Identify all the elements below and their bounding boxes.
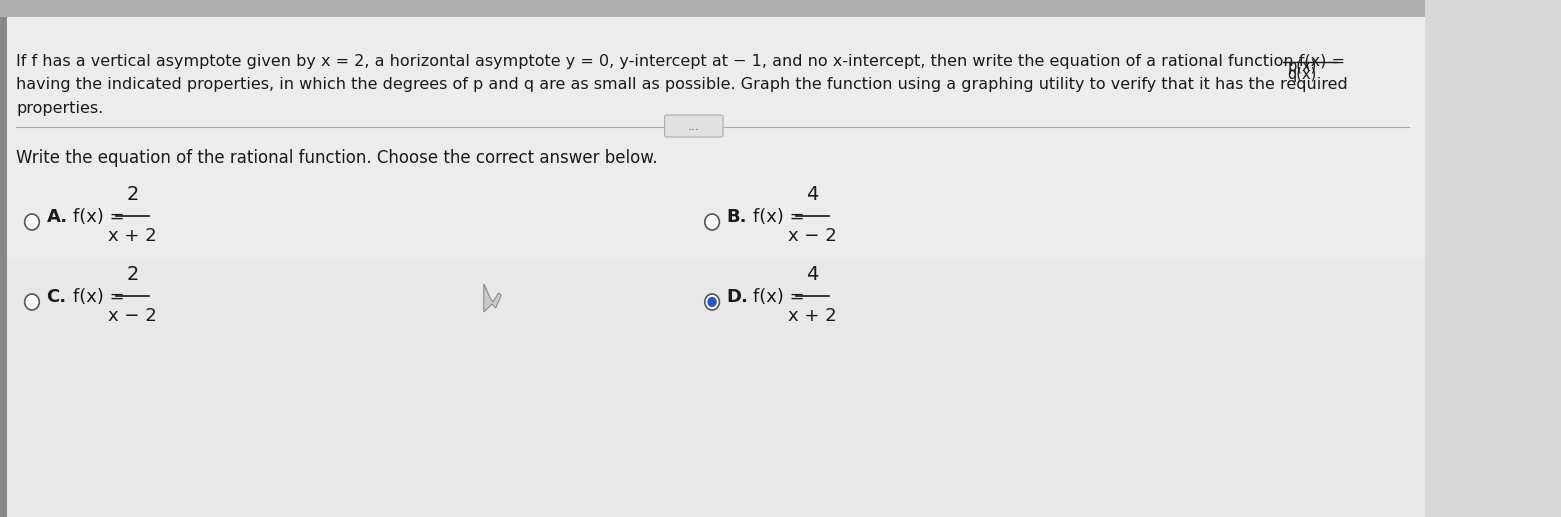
Text: 2: 2 — [126, 265, 139, 284]
Text: B.: B. — [727, 208, 748, 226]
Circle shape — [704, 214, 720, 230]
Text: x + 2: x + 2 — [788, 307, 837, 325]
Text: q(x): q(x) — [1288, 67, 1316, 82]
Text: f(x) =: f(x) = — [73, 288, 125, 306]
Text: having the indicated properties, in which the degrees of p and q are as small as: having the indicated properties, in whic… — [17, 77, 1349, 92]
Text: D.: D. — [727, 288, 749, 306]
Text: 4: 4 — [807, 185, 818, 204]
Text: f(x) =: f(x) = — [752, 208, 805, 226]
Text: C.: C. — [47, 288, 67, 306]
Bar — [0, 0, 1425, 17]
Bar — [0, 0, 8, 517]
Bar — [0, 257, 1425, 517]
FancyBboxPatch shape — [665, 115, 723, 137]
Text: 4: 4 — [807, 265, 818, 284]
Text: p(x): p(x) — [1288, 59, 1316, 74]
Text: 2: 2 — [126, 185, 139, 204]
Text: A.: A. — [47, 208, 67, 226]
Circle shape — [709, 298, 716, 307]
Polygon shape — [484, 284, 501, 312]
Text: x − 2: x − 2 — [108, 307, 156, 325]
Text: properties.: properties. — [17, 101, 103, 116]
Text: If f has a vertical asymptote given by x = 2, a horizontal asymptote y = 0, y-in: If f has a vertical asymptote given by x… — [17, 54, 1346, 69]
Circle shape — [25, 214, 39, 230]
Circle shape — [25, 294, 39, 310]
Text: x + 2: x + 2 — [108, 227, 156, 245]
Bar — [0, 0, 1425, 257]
Text: ...: ... — [688, 119, 699, 132]
Text: f(x) =: f(x) = — [73, 208, 125, 226]
Text: Write the equation of the rational function. Choose the correct answer below.: Write the equation of the rational funct… — [17, 149, 659, 167]
Text: x − 2: x − 2 — [788, 227, 837, 245]
Text: f(x) =: f(x) = — [752, 288, 805, 306]
Circle shape — [704, 294, 720, 310]
